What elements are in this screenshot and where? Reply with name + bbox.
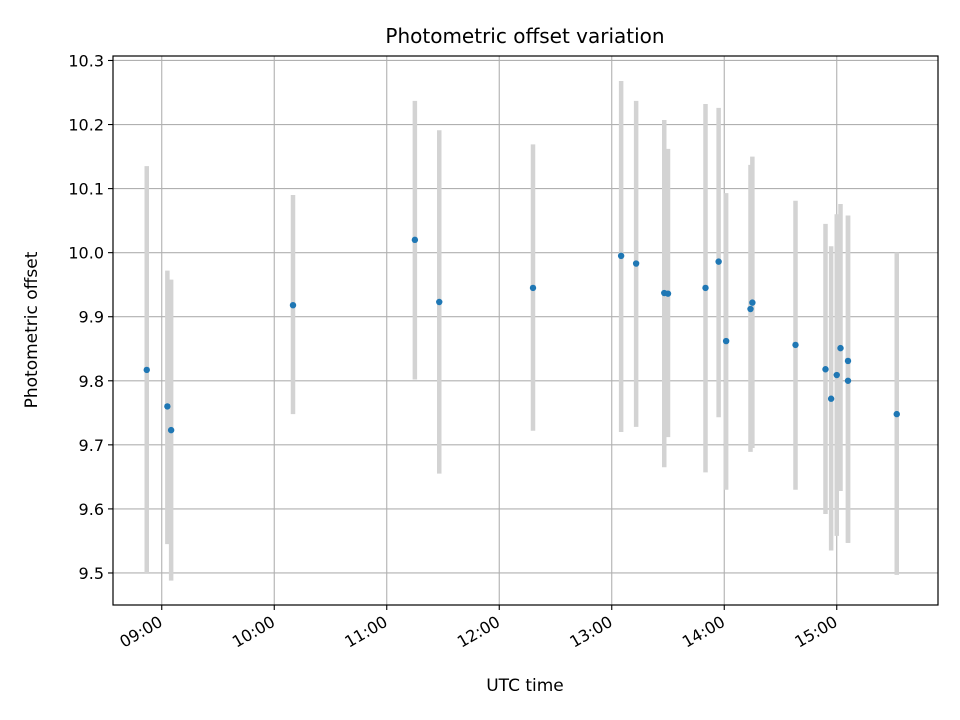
y-tick-label: 10.0	[68, 244, 104, 263]
data-point	[844, 357, 852, 365]
y-tick-label: 9.9	[79, 308, 104, 327]
chart-title: Photometric offset variation	[385, 24, 664, 48]
data-point	[747, 305, 754, 313]
data-point	[617, 252, 625, 260]
y-tick-label: 10.2	[68, 116, 104, 135]
x-axis-label: UTC time	[486, 676, 564, 696]
data-point	[722, 337, 730, 345]
y-tick-label: 9.6	[79, 500, 104, 519]
data-points	[143, 236, 900, 434]
data-point	[837, 344, 844, 352]
data-point	[664, 290, 672, 297]
y-tick-label: 9.7	[79, 436, 104, 455]
data-point	[893, 410, 900, 418]
data-point	[411, 236, 419, 244]
y-tick-label: 10.1	[68, 180, 104, 199]
data-point	[529, 284, 537, 292]
data-point	[164, 403, 171, 410]
y-tick-label: 9.8	[79, 372, 104, 391]
y-tick-label: 9.5	[79, 564, 104, 583]
data-point	[822, 366, 829, 373]
data-point	[436, 298, 443, 306]
plot-area-frame	[112, 55, 939, 606]
data-point	[792, 341, 799, 349]
data-point	[827, 395, 835, 402]
y-axis-label: Photometric offset	[22, 251, 42, 408]
data-point	[167, 426, 175, 434]
data-point	[632, 260, 640, 267]
data-point	[749, 299, 756, 306]
grid-lines	[113, 56, 938, 605]
data-point	[715, 258, 722, 265]
data-point	[143, 366, 150, 374]
data-point	[289, 301, 297, 309]
data-point	[844, 377, 852, 384]
data-point	[833, 371, 840, 379]
data-point	[702, 284, 709, 292]
y-tick-label: 10.3	[68, 51, 104, 70]
